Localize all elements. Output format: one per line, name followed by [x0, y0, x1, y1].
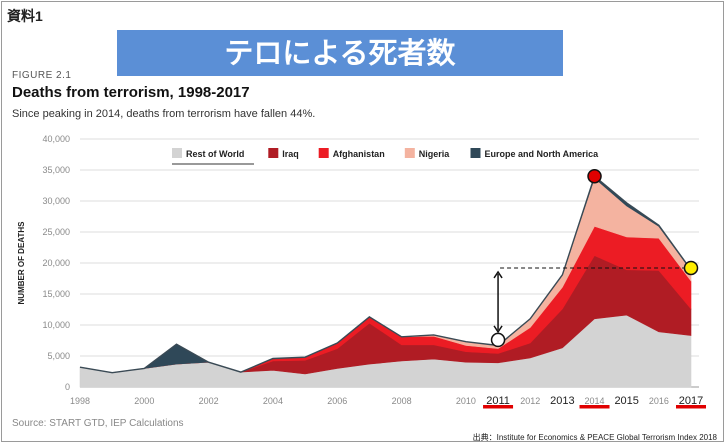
total-outline: [79, 175, 692, 374]
x-tick-label: 2004: [263, 396, 283, 406]
banner-title: テロによる死者数: [117, 30, 563, 76]
x-tick-label: 2010: [456, 396, 476, 406]
y-tick-label: 35,000: [42, 165, 70, 175]
y-tick-label: 40,000: [42, 134, 70, 144]
year-underline: [579, 405, 610, 409]
y-tick-label: 25,000: [42, 227, 70, 237]
legend-swatch: [318, 148, 329, 158]
arrow-head-down: [493, 325, 503, 334]
x-tick-label: 2002: [199, 396, 219, 406]
y-tick-label: 5,000: [47, 351, 70, 361]
y-axis-label: NUMBER OF DEATHS: [17, 221, 26, 305]
document-label: 資料1: [7, 8, 43, 24]
legend-swatch: [172, 148, 182, 158]
x-tick-label: 2008: [392, 396, 412, 406]
y-tick-label: 10,000: [42, 320, 70, 330]
annotation-year-label: 2011: [486, 395, 510, 407]
x-tick-label: 2014: [585, 396, 605, 406]
y-tick-label: 30,000: [42, 196, 70, 206]
figure-number: FIGURE 2.1: [12, 70, 72, 81]
legend-label: Iraq: [282, 149, 299, 159]
annotation-year-label: 2013: [550, 395, 574, 407]
legend-swatch: [470, 148, 481, 158]
x-tick-label: 2012: [520, 396, 540, 406]
legend-label: Europe and North America: [485, 149, 600, 159]
legend-label: Rest of World: [186, 149, 244, 159]
chart-subtitle: Since peaking in 2014, deaths from terro…: [12, 108, 316, 120]
legend-swatch: [268, 148, 279, 158]
citation-note: 出典：Institute for Economics & PEACE Globa…: [472, 433, 717, 442]
x-tick-label: 1998: [70, 396, 90, 406]
x-tick-label: 2006: [327, 396, 347, 406]
legend-swatch: [404, 148, 415, 158]
y-tick-label: 15,000: [42, 289, 70, 299]
annotation-year-label: 2017: [679, 395, 703, 407]
point-marker: [683, 260, 699, 276]
x-tick-label: 2000: [134, 396, 154, 406]
point-marker: [490, 332, 506, 348]
legend-label: Nigeria: [419, 149, 451, 159]
y-tick-label: 20,000: [42, 258, 70, 268]
point-marker: [587, 168, 602, 184]
year-underline: [676, 405, 706, 409]
x-tick-label: 2016: [649, 396, 669, 406]
year-underline: [483, 405, 514, 409]
legend-label: Afghanistan: [333, 149, 385, 159]
annotation-year-label: 2015: [614, 395, 638, 407]
y-tick-label: 0: [65, 382, 70, 392]
arrow-head-up: [493, 270, 503, 279]
source-note: Source: START GTD, IEP Calculations: [12, 418, 184, 429]
chart-title: Deaths from terrorism, 1998-2017: [12, 84, 250, 101]
